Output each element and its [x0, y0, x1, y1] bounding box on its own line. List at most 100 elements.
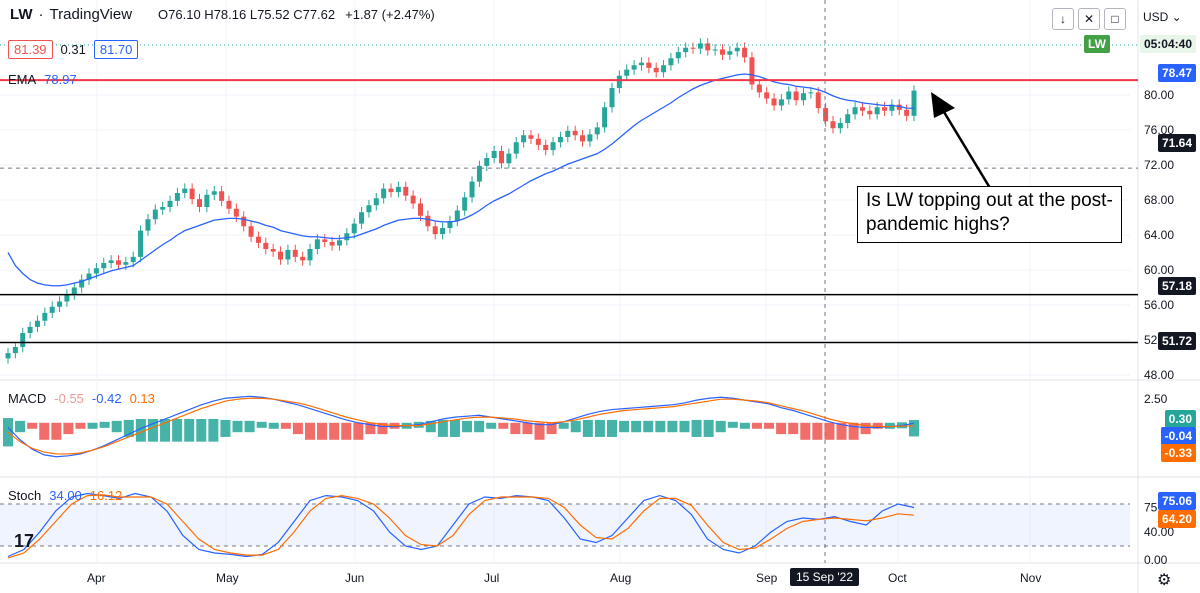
macd-histogram-bar	[800, 422, 811, 440]
candle	[837, 123, 843, 129]
macd-histogram-bar	[848, 422, 859, 440]
stoch-d-value: 16.12	[89, 488, 123, 503]
candle	[815, 92, 821, 109]
separator: ·	[38, 6, 44, 23]
candle	[705, 43, 711, 51]
candle	[226, 200, 232, 209]
settings-icon[interactable]: ⚙	[1157, 572, 1172, 589]
lw-price-label: LW	[1084, 35, 1110, 53]
currency-selector[interactable]: USD ⌄	[1143, 10, 1182, 24]
x-tick-label: Apr	[87, 571, 106, 585]
candle	[742, 47, 748, 58]
x-tick-label: Aug	[610, 571, 631, 585]
ema-line	[7, 73, 915, 287]
macd-histogram-bar	[486, 422, 497, 429]
ask-price[interactable]: 81.70	[93, 40, 139, 59]
macd-histogram-bar	[353, 422, 364, 440]
candle	[381, 188, 387, 199]
ema-legend[interactable]: EMA 78.97	[8, 72, 77, 87]
candle	[852, 107, 858, 115]
candle	[211, 191, 217, 195]
arrow-head	[931, 92, 955, 118]
candle	[123, 262, 129, 265]
macd-histogram-bar	[377, 422, 388, 435]
crosshair-date-tag: 15 Sep '22	[790, 568, 860, 586]
candle	[270, 249, 276, 252]
candle	[248, 226, 254, 237]
macd-histogram-bar	[268, 422, 279, 429]
macd-histogram-bar	[208, 419, 219, 442]
candle	[557, 137, 563, 143]
macd-histogram-bar	[244, 420, 255, 433]
x-tick-label: May	[216, 571, 239, 585]
y-tick-label: 72.00	[1144, 158, 1174, 172]
fullscreen-icon[interactable]: □	[1104, 8, 1126, 30]
macd-histogram-bar	[51, 422, 62, 440]
stoch-d-line	[7, 494, 915, 559]
candle	[513, 142, 519, 154]
macd-line-tag: -0.04	[1160, 427, 1196, 445]
macd-histogram-bar	[75, 422, 86, 429]
candle	[241, 216, 247, 227]
macd-histogram-bar	[305, 422, 315, 440]
candle	[683, 47, 689, 53]
stoch-legend[interactable]: Stoch 34.00 16.12	[8, 488, 122, 503]
macd-histogram-bar	[365, 422, 376, 435]
macd-legend[interactable]: MACD -0.55 -0.42 0.13	[8, 391, 155, 406]
symbol: LW	[10, 6, 33, 23]
candle	[491, 151, 497, 158]
macd-histogram-bar	[184, 419, 195, 442]
macd-histogram-bar	[884, 422, 895, 429]
arrow-down-icon[interactable]: ↓	[1052, 8, 1074, 30]
macd-histogram-bar	[522, 422, 533, 435]
ema-value: 78.97	[44, 72, 77, 87]
candle	[233, 208, 239, 217]
macd-histogram-bar	[655, 420, 666, 433]
candle	[624, 69, 630, 76]
candle	[462, 197, 468, 211]
candle	[152, 209, 158, 220]
candle	[778, 99, 784, 106]
candle	[322, 239, 328, 242]
candle	[359, 212, 365, 224]
candle	[351, 223, 357, 234]
candle	[823, 108, 829, 122]
macd-histogram-bar	[703, 419, 714, 437]
macd-histogram-bar	[619, 420, 630, 433]
bid-ask-row: 81.39 0.31 81.70	[8, 40, 139, 59]
candle	[42, 312, 48, 321]
candle	[719, 49, 725, 55]
candle	[867, 110, 873, 115]
y-tick-label: 60.00	[1144, 263, 1174, 277]
candle	[889, 104, 895, 111]
candle	[417, 203, 423, 216]
support-57-tag: 57.18	[1157, 277, 1196, 295]
macd-histogram-bar	[63, 422, 74, 435]
macd-histogram-bar	[474, 420, 485, 433]
candle	[189, 188, 195, 200]
candle	[71, 287, 77, 295]
stoch-tick-label: 0.00	[1144, 553, 1168, 567]
candle	[764, 92, 770, 99]
ema-label: EMA	[8, 72, 37, 87]
candle	[34, 320, 40, 327]
support-51-tag: 51.72	[1157, 332, 1196, 350]
collapse-icon[interactable]: ✕	[1078, 8, 1100, 30]
macd-histogram-bar	[510, 422, 521, 435]
candle	[653, 67, 659, 73]
candle	[565, 130, 571, 137]
macd-line-value: -0.42	[91, 391, 122, 406]
bid-price[interactable]: 81.39	[8, 40, 53, 59]
macd-histogram-bar	[739, 422, 750, 429]
candle	[174, 193, 180, 201]
candle	[786, 91, 792, 100]
stoch-d-tag: 64.20	[1157, 510, 1196, 528]
candle	[388, 188, 394, 193]
candle	[336, 240, 342, 246]
candle	[160, 207, 166, 210]
macd-histogram-bar	[425, 420, 436, 433]
macd-histogram-bar	[570, 420, 581, 433]
candle	[167, 200, 173, 207]
macd-histogram-bar	[147, 419, 158, 442]
